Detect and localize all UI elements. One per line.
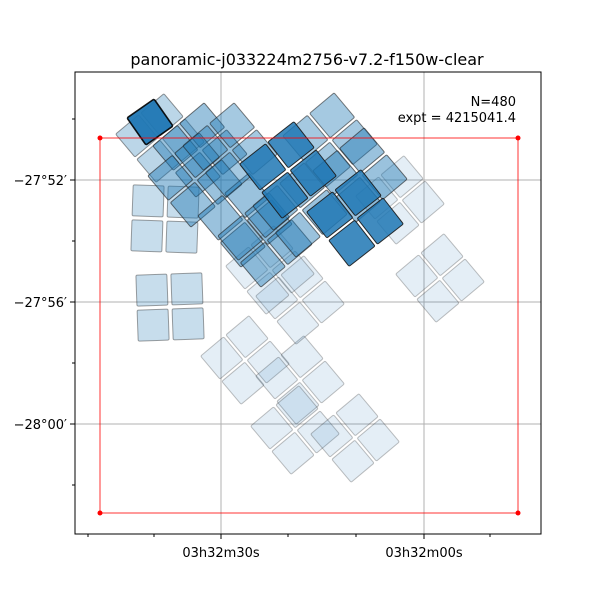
region-vertex [515, 510, 521, 516]
footprint-tile [276, 385, 319, 428]
footprint-tile [171, 307, 205, 341]
footprint-tile [136, 140, 179, 183]
region-vertex [97, 135, 103, 141]
y-tick-label-1: −27°52′ [14, 174, 67, 189]
footprint-tiles [115, 92, 485, 483]
footprint-tile [170, 182, 216, 228]
footprint-tile [275, 212, 321, 258]
footprint-tile [200, 336, 243, 379]
region-vertex [515, 135, 521, 141]
y-tick-labels: −27°52′ −27°56′ −28°00′ [14, 174, 67, 433]
footprint-tile [302, 361, 345, 404]
count-annotation: N=480 [471, 95, 516, 110]
footprint-tile [310, 414, 353, 457]
footprint-tile [226, 315, 269, 358]
plot-frame [74, 71, 542, 535]
footprint-tile [416, 280, 459, 323]
footprint-tile [255, 356, 298, 399]
footprint-tile [165, 220, 199, 254]
footprint-tile [276, 302, 319, 345]
footprint-tile [217, 215, 263, 261]
footprint-tile [331, 440, 374, 483]
footprint-tile [442, 259, 485, 302]
region-outline [97, 135, 521, 516]
footprint-tile [268, 121, 315, 168]
footprint-tile [328, 220, 375, 267]
footprint-tile [421, 233, 464, 276]
footprint-tile [297, 411, 340, 454]
footprint-tile [220, 222, 266, 268]
footprint-tile [126, 98, 174, 146]
x-tick-labels: 03h32m30s 03h32m00s [182, 546, 463, 561]
footprint-tile [131, 184, 165, 218]
footprint-tile [309, 92, 355, 138]
footprint-tile [130, 219, 164, 253]
footprint-tile [135, 273, 169, 307]
footprint-tile [357, 419, 400, 462]
footprint-tile [395, 254, 438, 297]
footprint-tile [402, 181, 445, 224]
footprint-tile [276, 382, 319, 425]
footprint-tile [336, 393, 379, 436]
footprint-tile [306, 191, 353, 238]
y-tick-label-3: −28°00′ [14, 418, 67, 433]
footprint-tile [290, 150, 337, 197]
footprint-tile [381, 155, 424, 198]
footprint-tile [281, 255, 324, 298]
footprint-tile [240, 242, 286, 288]
x-tick-label-2: 03h32m00s [385, 546, 463, 561]
footprint-tile [255, 276, 298, 319]
region-vertex [97, 510, 103, 516]
x-tick-label-1: 03h32m30s [182, 546, 260, 561]
axis-ticks [70, 118, 491, 539]
footprint-tile [147, 155, 193, 201]
footprint-tile [357, 198, 404, 245]
chart-title: panoramic-j033224m2756-v7.2-f150w-clear [130, 50, 484, 69]
footprint-tile [136, 308, 170, 342]
footprint-tile [250, 406, 293, 449]
footprint-tile [281, 335, 324, 378]
footprint-tile [247, 341, 290, 384]
footprint-tile [170, 272, 204, 306]
footprint-tile [271, 432, 314, 475]
footprint-tile [335, 169, 382, 216]
y-tick-label-2: −27°56′ [14, 296, 67, 311]
footprint-tile [239, 143, 286, 190]
exposure-annotation: expt = 4215041.4 [398, 111, 516, 126]
footprint-tile [197, 195, 243, 241]
footprint-tile [302, 281, 345, 324]
footprint-tile [261, 172, 308, 219]
footprint-tile [221, 362, 264, 405]
